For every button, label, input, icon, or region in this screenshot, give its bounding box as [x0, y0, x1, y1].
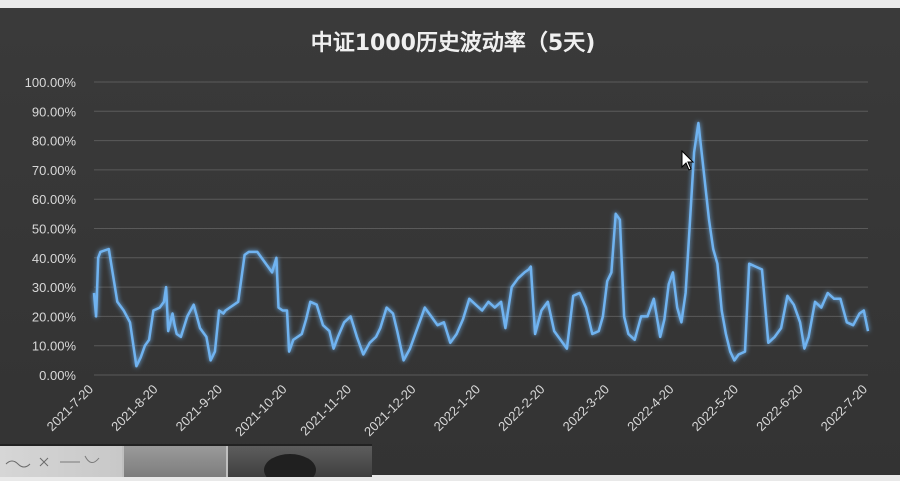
- x-tick-label: 2021-10-20: [232, 382, 290, 440]
- x-tick-label: 2022-4-20: [624, 382, 677, 435]
- x-tick-label: 2021-11-20: [297, 382, 354, 439]
- x-tick-label: 2022-1-20: [431, 382, 484, 435]
- x-tick-label: 2022-5-20: [689, 382, 742, 435]
- chart-panel: 中证1000历史波动率（5天) 0.00% 10.00% 20.00% 30.00% 4…: [0, 8, 900, 475]
- y-tick-label: 40.00%: [32, 251, 77, 266]
- y-tick-label: 100.00%: [25, 75, 77, 90]
- y-tick-label: 80.00%: [32, 134, 77, 149]
- x-axis-tick-labels: 2021-7-20 2021-8-20 2021-9-20 2021-10-20 202…: [44, 382, 871, 440]
- gridlines: [94, 81, 868, 376]
- y-tick-label: 0.00%: [39, 368, 76, 383]
- y-tick-label: 60.00%: [32, 192, 77, 207]
- x-tick-label: 2022-3-20: [560, 382, 613, 435]
- chart-title: 中证1000历史波动率（5天): [311, 30, 596, 56]
- y-tick-label: 90.00%: [32, 104, 77, 119]
- y-tick-label: 10.00%: [32, 339, 77, 354]
- mouse-pointer-icon: [681, 149, 695, 172]
- volatility-series-line: [92, 121, 870, 368]
- x-tick-label: 2022-6-20: [753, 382, 806, 435]
- whiteboard-thumbnail: [0, 446, 122, 477]
- camera-thumbnail-2: [228, 446, 372, 481]
- x-tick-label: 2021-12-20: [361, 382, 419, 440]
- camera-thumbnail: [124, 446, 226, 477]
- x-tick-label: 2021-8-20: [108, 382, 161, 435]
- series-layer: [92, 121, 870, 368]
- x-tick-label: 2021-7-20: [44, 382, 97, 435]
- y-tick-label: 50.00%: [32, 222, 77, 237]
- x-tick-label: 2022-2-20: [495, 382, 548, 435]
- y-tick-label: 70.00%: [32, 163, 77, 178]
- y-axis-tick-labels: 0.00% 10.00% 20.00% 30.00% 40.00% 50.00% 60.00…: [25, 75, 77, 383]
- x-tick-label: 2021-9-20: [173, 382, 226, 435]
- video-thumbnail-strip: [0, 444, 372, 481]
- y-tick-label: 20.00%: [32, 309, 77, 324]
- volatility-line-chart: 中证1000历史波动率（5天) 0.00% 10.00% 20.00% 30.00% 4…: [25, 30, 871, 440]
- x-tick-label: 2022-7-20: [818, 382, 871, 435]
- y-tick-label: 30.00%: [32, 280, 77, 295]
